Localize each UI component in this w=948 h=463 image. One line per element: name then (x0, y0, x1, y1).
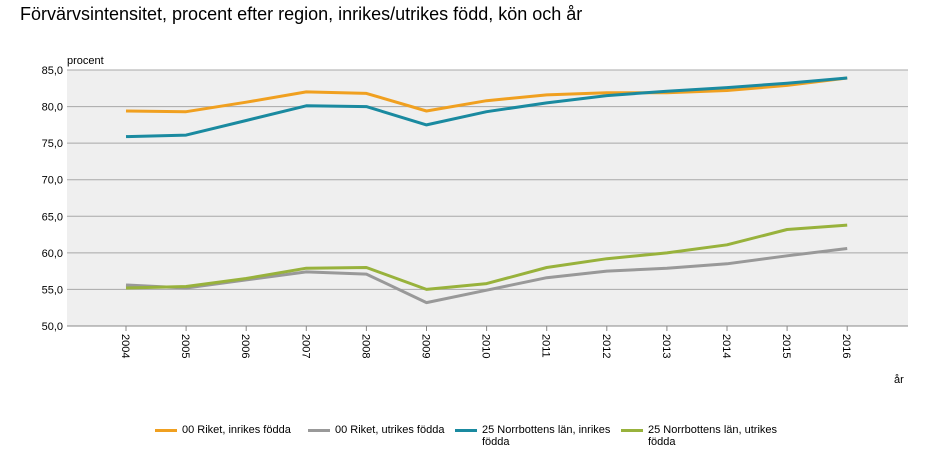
y-axis-label: procent (67, 55, 104, 67)
x-axis-label: år (894, 374, 904, 386)
x-axis-ticks: 2004 2005 2006 2007 2008 2009 2010 2011 2012 2013… (119, 326, 852, 358)
legend-swatch (455, 429, 477, 432)
x-tick-label: 2015 (780, 334, 792, 358)
legend-label: 25 Norrbottens län, inrikes födda (482, 424, 611, 448)
line-chart: 50,055,060,065,070,075,080,085,0 2004 200… (42, 55, 908, 386)
y-tick-label: 60,0 (42, 248, 63, 260)
x-tick-label: 2005 (179, 334, 191, 358)
x-tick-label: 2006 (239, 334, 251, 358)
y-tick-label: 70,0 (42, 175, 63, 187)
x-tick-label: 2014 (720, 334, 732, 358)
series-lines (125, 76, 848, 305)
legend-swatch (621, 429, 643, 432)
legend-item: 00 Riket, inrikes födda (155, 424, 322, 436)
legend-swatch (155, 429, 177, 432)
legend-label: 00 Riket, utrikes födda (335, 424, 445, 436)
x-tick-label: 2009 (420, 334, 432, 358)
legend-label: 00 Riket, inrikes födda (182, 424, 291, 436)
x-tick-label: 2013 (660, 334, 672, 358)
y-tick-label: 50,0 (42, 321, 63, 333)
series-line-1 (125, 76, 848, 114)
legend-swatch (308, 429, 330, 432)
x-tick-label: 2011 (540, 334, 552, 358)
x-tick-label: 2004 (119, 334, 131, 358)
y-axis-ticks: 50,0 55,0 60,0 65,0 70,0 75,0 80,0 85,0 (42, 65, 63, 333)
x-tick-label: 2008 (359, 334, 371, 358)
chart-title: Förvärvsintensitet, procent efter region… (20, 4, 583, 24)
legend: 00 Riket, inrikes födda 00 Riket, utrikes… (155, 424, 855, 454)
y-tick-label: 80,0 (42, 102, 63, 114)
series-line-4 (125, 223, 848, 291)
legend-item: 25 Norrbottens län, inrikes födda (455, 424, 622, 448)
x-tick-label: 2012 (600, 334, 612, 358)
x-tick-label: 2010 (480, 334, 492, 358)
legend-item: 25 Norrbottens län, utrikes födda (621, 424, 788, 448)
y-tick-label: 85,0 (42, 65, 63, 77)
y-tick-label: 65,0 (42, 211, 63, 223)
legend-label: 25 Norrbottens län, utrikes födda (648, 424, 778, 448)
legend-item: 00 Riket, utrikes födda (308, 424, 475, 436)
y-tick-label: 75,0 (42, 138, 63, 150)
x-tick-label: 2016 (840, 334, 852, 358)
series-line-3 (125, 76, 848, 139)
y-tick-label: 55,0 (42, 284, 63, 296)
x-tick-label: 2007 (299, 334, 311, 358)
